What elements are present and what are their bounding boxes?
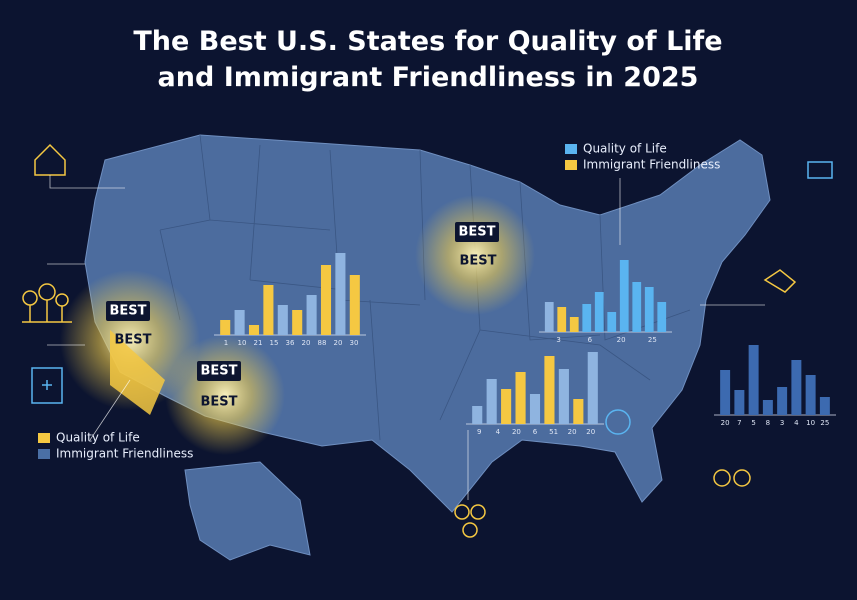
bar — [529, 394, 541, 424]
bar — [573, 399, 584, 424]
bar — [720, 370, 731, 415]
tick-label: 1 — [224, 339, 228, 347]
bar — [220, 320, 231, 335]
bar — [644, 287, 654, 332]
bar — [486, 379, 497, 424]
bar — [501, 389, 512, 424]
bar — [335, 253, 346, 335]
connectors — [47, 175, 765, 500]
legend-label: Quality of Life — [56, 431, 140, 445]
tick-label: 3 — [556, 336, 560, 344]
bar — [819, 397, 830, 415]
tick-label: 20 — [512, 428, 521, 436]
tick-label: 20 — [617, 336, 626, 344]
tick-label: 8 — [766, 419, 770, 427]
bar — [306, 295, 317, 335]
bar — [515, 372, 526, 424]
bar — [349, 275, 360, 335]
badge-sub: BEST — [200, 395, 237, 410]
bar — [748, 345, 759, 415]
legend-label: Immigrant Friendliness — [56, 447, 193, 461]
bar — [569, 317, 579, 332]
bar — [557, 307, 567, 332]
tick-label: 20 — [334, 339, 343, 347]
bar — [248, 325, 260, 335]
legend-swatch — [38, 449, 50, 459]
bar — [263, 285, 274, 335]
tick-label: 6 — [533, 428, 538, 436]
bar — [320, 265, 332, 335]
bar — [791, 360, 802, 415]
tick-label: 51 — [549, 428, 558, 436]
badge-box — [197, 361, 241, 381]
tick-label: 4 — [794, 419, 799, 427]
legend-label: Immigrant Friendliness — [583, 158, 720, 172]
bar — [292, 310, 303, 335]
bar — [587, 352, 598, 424]
tick-label: 5 — [751, 419, 755, 427]
badge-label: BEST — [109, 304, 146, 319]
highlight-glow — [60, 270, 200, 410]
tick-label: 25 — [820, 419, 829, 427]
tick-label: 10 — [238, 339, 247, 347]
bar — [277, 305, 288, 335]
tick-label: 6 — [588, 336, 593, 344]
bar — [619, 260, 629, 332]
icons — [22, 143, 797, 538]
tick-label: 20 — [586, 428, 595, 436]
tick-label: 10 — [806, 419, 815, 427]
legend-swatch — [565, 160, 577, 170]
bar — [594, 292, 604, 332]
title: The Best U.S. States for Quality of Life — [133, 26, 722, 57]
tick-label: 20 — [568, 428, 577, 436]
bar — [657, 302, 667, 332]
bar — [777, 387, 788, 415]
legend-swatch — [565, 144, 577, 154]
bar — [607, 312, 617, 332]
badge-box — [106, 301, 150, 321]
tick-label: 3 — [780, 419, 784, 427]
tick-label: 20 — [721, 419, 730, 427]
bar — [544, 302, 554, 332]
tick-label: 15 — [270, 339, 279, 347]
highlight-glow — [165, 335, 285, 455]
tick-label: 9 — [477, 428, 481, 436]
highlight-glow — [415, 195, 535, 315]
title: and Immigrant Friendliness in 2025 — [158, 62, 699, 93]
badge-label: BEST — [458, 225, 495, 240]
bar — [734, 390, 745, 415]
badge-sub: BEST — [459, 254, 496, 269]
badge-box — [455, 222, 499, 242]
tick-label: 7 — [737, 419, 741, 427]
tick-label: 30 — [350, 339, 359, 347]
bar — [762, 400, 773, 415]
bar — [472, 406, 483, 424]
bar — [805, 375, 816, 415]
alaska — [184, 461, 311, 561]
state-california — [110, 330, 165, 415]
tick-label: 88 — [318, 339, 327, 347]
icons — [31, 161, 833, 435]
tick-label: 36 — [286, 339, 295, 347]
bar — [582, 304, 592, 332]
bar — [234, 310, 245, 335]
bar — [558, 369, 569, 424]
tick-label: 20 — [302, 339, 311, 347]
tick-label: 21 — [254, 339, 263, 347]
badge-label: BEST — [200, 364, 237, 379]
legend-label: Quality of Life — [583, 142, 667, 156]
legend-swatch — [38, 433, 50, 443]
badge-sub: BEST — [114, 333, 151, 348]
bar — [632, 282, 642, 332]
bar — [544, 356, 555, 424]
tick-label: 25 — [648, 336, 657, 344]
tick-label: 4 — [496, 428, 501, 436]
